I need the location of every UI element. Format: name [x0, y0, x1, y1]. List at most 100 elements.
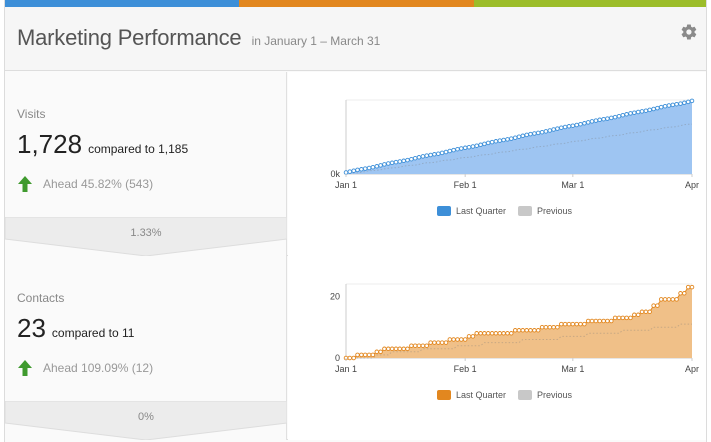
data-point [397, 159, 403, 164]
data-point [566, 124, 572, 129]
data-point [436, 151, 441, 156]
data-point [374, 164, 380, 169]
data-point [643, 309, 649, 315]
data-point [386, 346, 391, 352]
widget-header: Marketing Performance in January 1 – Mar… [5, 7, 706, 71]
data-point [409, 156, 414, 162]
data-point [620, 112, 626, 118]
data-point [616, 113, 622, 119]
data-point [528, 328, 533, 333]
x-tick-label: Feb 1 [454, 364, 477, 374]
data-point [574, 321, 579, 327]
data-point [570, 123, 576, 128]
y-tick-label: 0k [330, 169, 340, 179]
data-point [597, 117, 602, 123]
data-point [666, 297, 672, 302]
data-point [378, 163, 383, 168]
data-point [543, 324, 549, 330]
gear-icon[interactable] [680, 23, 698, 41]
data-point [532, 131, 537, 136]
data-point [651, 303, 656, 308]
metric-compared: compared to 1,185 [88, 142, 189, 156]
metric-number: 1,728 [17, 129, 83, 159]
data-point [520, 133, 526, 139]
metric-ahead: Ahead 45.82% (543) [17, 176, 153, 192]
data-point [436, 340, 441, 345]
data-point [505, 137, 510, 142]
data-point [685, 284, 691, 290]
data-point [459, 146, 464, 151]
previous-line [345, 123, 693, 175]
arrow-up-icon [18, 176, 32, 192]
metric-chart-panel: 0k Jan 1 Feb 1 Mar 1 Apr Last Quarter Previo… [288, 72, 706, 256]
chart-legend: Last Quarter Previous [437, 206, 584, 216]
data-point [601, 116, 606, 122]
data-point [432, 340, 437, 345]
data-point [682, 291, 687, 296]
data-point [412, 155, 418, 161]
data-point [462, 145, 468, 151]
data-point [562, 124, 568, 130]
data-point [670, 297, 676, 302]
data-point [386, 161, 391, 166]
data-point [655, 105, 660, 111]
data-point [432, 152, 437, 157]
color-bar-segment [5, 0, 240, 7]
data-point [382, 162, 387, 167]
data-point [628, 111, 633, 116]
data-point [597, 318, 602, 324]
data-point [578, 121, 583, 127]
data-point [439, 340, 445, 345]
data-point [689, 284, 695, 290]
data-point [524, 132, 529, 138]
data-point [601, 318, 606, 324]
data-point [378, 349, 383, 355]
data-point [539, 324, 545, 330]
data-point [589, 119, 595, 124]
data-point [362, 352, 368, 358]
data-point [539, 129, 545, 135]
data-point [455, 337, 460, 342]
data-point [662, 297, 668, 302]
data-point [551, 127, 556, 132]
data-point [455, 146, 460, 152]
data-point [643, 108, 649, 113]
ahead-text: Ahead 45.82% (543) [43, 177, 154, 191]
title-text: Marketing Performance [17, 25, 242, 50]
data-point [351, 355, 356, 361]
data-point [559, 321, 564, 327]
data-point [678, 101, 683, 106]
date-range: in January 1 – March 31 [251, 34, 381, 48]
data-point [639, 109, 645, 114]
data-point [355, 167, 360, 173]
data-point [370, 164, 376, 170]
data-point [570, 321, 576, 327]
data-point [678, 291, 683, 296]
arrow-up-icon [18, 360, 32, 376]
data-point [520, 328, 526, 333]
data-point [647, 309, 652, 315]
data-point [416, 343, 422, 348]
data-point [459, 337, 464, 342]
data-point [493, 139, 499, 144]
data-point [366, 165, 372, 171]
data-point [428, 340, 433, 345]
data-point [559, 125, 564, 130]
data-point [443, 149, 449, 155]
data-point [509, 331, 514, 336]
data-point [466, 144, 472, 150]
data-point [528, 131, 533, 137]
legend-item: Previous [518, 206, 572, 216]
y-tick-label: 0 [335, 353, 340, 363]
legend-label: Previous [537, 206, 573, 216]
data-point [670, 102, 676, 108]
data-point [535, 130, 541, 136]
data-point [551, 324, 556, 330]
data-point [605, 116, 610, 121]
metric-value: 1,728 compared to 1,185 [17, 129, 188, 160]
previous-line [346, 323, 692, 359]
ahead-text: Ahead 109.09% (12) [43, 361, 154, 375]
data-point [547, 324, 553, 330]
data-point [609, 115, 614, 121]
